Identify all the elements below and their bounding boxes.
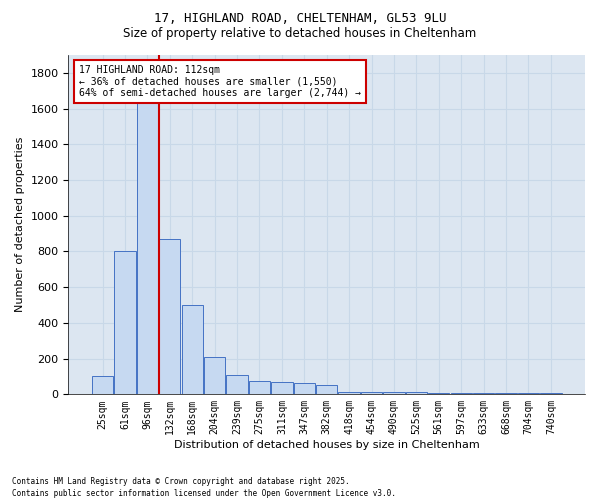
Text: Size of property relative to detached houses in Cheltenham: Size of property relative to detached ho… <box>124 28 476 40</box>
Bar <box>383 392 404 394</box>
Bar <box>473 393 494 394</box>
Bar <box>338 392 360 394</box>
Bar <box>518 393 539 394</box>
Text: Contains HM Land Registry data © Crown copyright and database right 2025.: Contains HM Land Registry data © Crown c… <box>12 478 350 486</box>
Bar <box>451 392 472 394</box>
Bar <box>159 239 181 394</box>
Bar <box>540 393 562 394</box>
Bar <box>226 374 248 394</box>
Bar <box>406 392 427 394</box>
Bar <box>92 376 113 394</box>
Bar <box>293 382 315 394</box>
Bar <box>115 252 136 394</box>
Bar <box>316 386 337 394</box>
Text: 17 HIGHLAND ROAD: 112sqm
← 36% of detached houses are smaller (1,550)
64% of sem: 17 HIGHLAND ROAD: 112sqm ← 36% of detach… <box>79 65 361 98</box>
Bar <box>271 382 293 394</box>
Bar <box>249 381 270 394</box>
Bar <box>137 94 158 395</box>
X-axis label: Distribution of detached houses by size in Cheltenham: Distribution of detached houses by size … <box>174 440 479 450</box>
Bar <box>428 392 449 394</box>
Text: 17, HIGHLAND ROAD, CHELTENHAM, GL53 9LU: 17, HIGHLAND ROAD, CHELTENHAM, GL53 9LU <box>154 12 446 26</box>
Bar <box>182 305 203 394</box>
Bar <box>204 357 225 395</box>
Y-axis label: Number of detached properties: Number of detached properties <box>15 137 25 312</box>
Bar <box>496 393 517 394</box>
Text: Contains public sector information licensed under the Open Government Licence v3: Contains public sector information licen… <box>12 489 396 498</box>
Bar <box>361 392 382 394</box>
